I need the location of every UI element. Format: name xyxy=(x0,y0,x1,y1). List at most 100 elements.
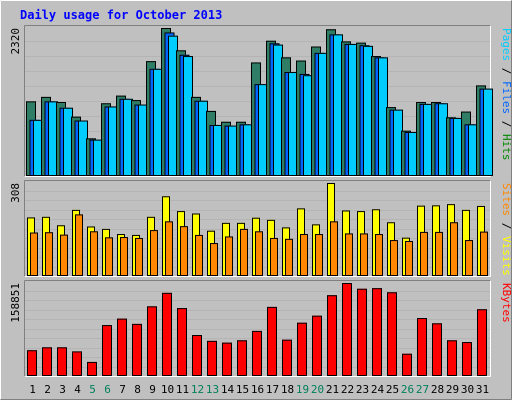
legend-item: Files xyxy=(500,81,512,114)
day-29 xyxy=(447,340,457,377)
bar-sites xyxy=(315,234,323,276)
x-tick-label: 18 xyxy=(281,383,294,396)
bar-kbytes xyxy=(237,340,247,377)
x-tick-label: 14 xyxy=(221,383,235,396)
day-10 xyxy=(161,28,178,177)
day-15 xyxy=(237,222,248,277)
day-3 xyxy=(57,347,67,377)
bar-sites xyxy=(405,240,413,277)
legend: Pages / Files / Hits xyxy=(500,28,512,161)
x-tick-label: 6 xyxy=(104,383,111,396)
day-14 xyxy=(221,121,238,176)
bar-sites xyxy=(375,234,383,276)
bar-sites xyxy=(45,232,53,276)
day-24 xyxy=(372,288,382,376)
day-21 xyxy=(326,29,343,177)
day-4 xyxy=(72,351,82,376)
x-tick-label: 20 xyxy=(311,383,324,396)
legend-item: / xyxy=(500,216,512,236)
bar-kbytes xyxy=(57,347,67,377)
day-14 xyxy=(222,222,233,277)
bar-kbytes xyxy=(207,340,217,376)
bar-sites xyxy=(240,228,248,276)
day-19 xyxy=(296,60,313,176)
day-9 xyxy=(147,216,158,276)
legend-item: Sites xyxy=(500,183,512,216)
day-18 xyxy=(282,227,293,277)
x-tick-label: 29 xyxy=(446,383,459,396)
bar-sites xyxy=(105,237,113,276)
day-25 xyxy=(387,292,397,376)
bar-kbytes xyxy=(192,335,202,376)
day-15 xyxy=(236,121,253,176)
x-tick-label: 1 xyxy=(29,383,36,396)
day-10 xyxy=(162,292,172,376)
bar-sites xyxy=(345,233,353,276)
legend: KBytes xyxy=(500,283,512,323)
day-21 xyxy=(327,295,337,376)
bar-sites xyxy=(480,231,488,276)
bar-sites xyxy=(180,226,188,277)
bar-kbytes xyxy=(327,295,337,376)
day-2 xyxy=(42,347,52,377)
x-tick-label: 19 xyxy=(296,383,309,396)
day-29 xyxy=(447,204,458,277)
day-9 xyxy=(147,306,157,376)
day-5 xyxy=(87,226,98,277)
day-25 xyxy=(387,222,398,277)
bar-kbytes xyxy=(387,292,397,376)
bar-kbytes xyxy=(177,308,187,377)
day-22 xyxy=(341,41,358,177)
x-tick-label: 7 xyxy=(119,383,126,396)
legend-item: Visits xyxy=(500,236,512,276)
bar-sites xyxy=(210,243,218,276)
x-tick-label: 17 xyxy=(266,383,279,396)
bar-kbytes xyxy=(462,342,472,376)
legend-item: / xyxy=(500,114,512,134)
day-17 xyxy=(266,40,283,176)
bar-kbytes xyxy=(312,315,322,377)
bar-kbytes xyxy=(372,288,382,376)
day-15 xyxy=(237,340,247,377)
bar-sites xyxy=(285,238,293,276)
bar-sites xyxy=(270,237,278,276)
bar-kbytes xyxy=(72,351,82,376)
bar-sites xyxy=(300,234,308,276)
x-tick-label: 12 xyxy=(191,383,204,396)
day-1 xyxy=(27,350,37,377)
day-8 xyxy=(131,100,148,176)
day-22 xyxy=(342,283,352,376)
legend: Sites / Visits xyxy=(500,183,512,276)
bar-pages xyxy=(483,88,493,176)
bar-sites xyxy=(90,231,98,277)
day-26 xyxy=(402,353,412,377)
day-5 xyxy=(86,138,103,177)
x-tick-label: 22 xyxy=(341,383,354,396)
x-tick-label: 25 xyxy=(386,383,399,396)
bar-sites xyxy=(195,234,203,276)
day-24 xyxy=(371,56,388,177)
day-23 xyxy=(357,211,368,276)
day-29 xyxy=(446,117,463,177)
day-17 xyxy=(267,306,277,376)
bar-sites xyxy=(330,221,338,276)
bar-kbytes xyxy=(147,306,157,376)
x-tick-label: 24 xyxy=(371,383,385,396)
day-21 xyxy=(327,183,338,276)
day-26 xyxy=(402,237,413,277)
bar-sites xyxy=(255,231,263,277)
bar-sites xyxy=(225,236,233,277)
day-11 xyxy=(177,308,187,377)
x-tick-label: 3 xyxy=(59,383,66,396)
x-tick-label: 28 xyxy=(431,383,444,396)
x-tick-label: 16 xyxy=(251,383,264,396)
bar-kbytes xyxy=(27,350,37,377)
x-tick-label: 27 xyxy=(416,383,429,396)
day-28 xyxy=(431,102,448,176)
bar-kbytes xyxy=(102,325,112,377)
day-28 xyxy=(432,205,443,277)
bar-sites xyxy=(465,240,473,276)
bar-kbytes xyxy=(42,347,52,377)
bar-kbytes xyxy=(252,330,262,376)
legend-item: Pages xyxy=(500,28,512,61)
